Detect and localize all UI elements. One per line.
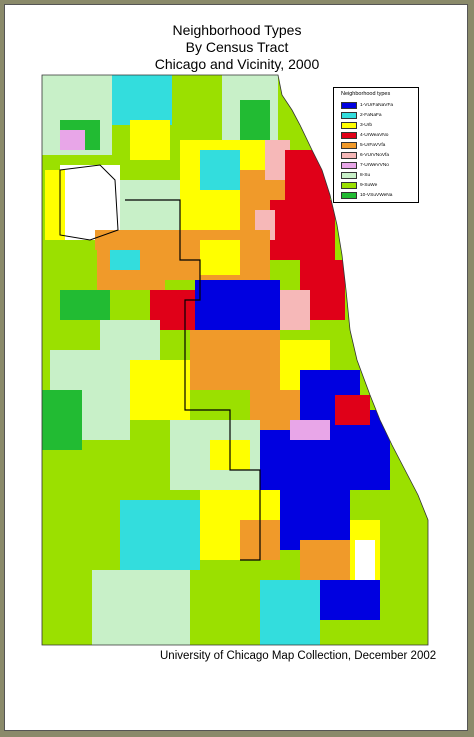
legend-swatch [341, 151, 357, 159]
legend-title: Neighborhood types [341, 91, 391, 97]
legend-swatch [341, 131, 357, 139]
map-credit: University of Chicago Map Collection, De… [160, 650, 437, 662]
legend-item: 7-UrWeVVNo [341, 161, 389, 169]
legend-swatch [341, 161, 357, 169]
legend-label: 5-UrFaVVfa [360, 142, 386, 148]
census-tracts [42, 75, 428, 645]
legend-swatch [341, 141, 357, 149]
title-line-3: Chicago and Vicinity, 2000 [154, 56, 320, 72]
legend-item: 2-FaNaFa [341, 111, 382, 119]
legend-item: 6-VUrVNoVfa [341, 151, 389, 159]
legend-item: 9-SuWe [341, 181, 377, 189]
legend-item: 8-Su [341, 171, 370, 179]
city-boundary [125, 199, 261, 561]
legend-item: 5-UrFaVVfa [341, 141, 385, 149]
legend-label: 10-VSuVWeNa [360, 192, 393, 198]
map-outline [41, 74, 429, 646]
legend-label: 1-VUrFaNaVFa [360, 102, 394, 108]
legend-label: 2-FaNaFa [360, 112, 382, 118]
legend-swatch [341, 171, 357, 179]
title-line-2: By Census Tract [185, 39, 289, 55]
legend-item: 1-VUrFaNaVFa [341, 101, 393, 109]
legend-label: 8-Su [360, 172, 371, 178]
legend-swatch [341, 121, 357, 129]
title-line-1: Neighborhood Types [172, 22, 302, 38]
legend-label: 3-Urb [360, 122, 372, 128]
map-legend: Neighborhood types 1-VUrFaNaVFa 2-FaNaFa… [333, 87, 419, 203]
legend-label: 9-SuWe [360, 182, 378, 188]
legend-label: 7-UrWeVVNo [360, 162, 389, 168]
legend-swatch [341, 181, 357, 189]
legend-swatch [341, 101, 357, 109]
ohare-outline [59, 164, 119, 241]
legend-label: 6-VUrVNoVfa [360, 152, 390, 158]
legend-label: 4-UrWeaVNo [360, 132, 389, 138]
legend-item: 10-VSuVWeNa [341, 191, 392, 199]
legend-item: 3-Urb [341, 121, 372, 129]
map-title: Neighborhood Types By Census Tract Chica… [0, 22, 474, 73]
legend-swatch [341, 111, 357, 119]
legend-swatch [341, 191, 357, 199]
legend-item: 4-UrWeaVNo [341, 131, 388, 139]
